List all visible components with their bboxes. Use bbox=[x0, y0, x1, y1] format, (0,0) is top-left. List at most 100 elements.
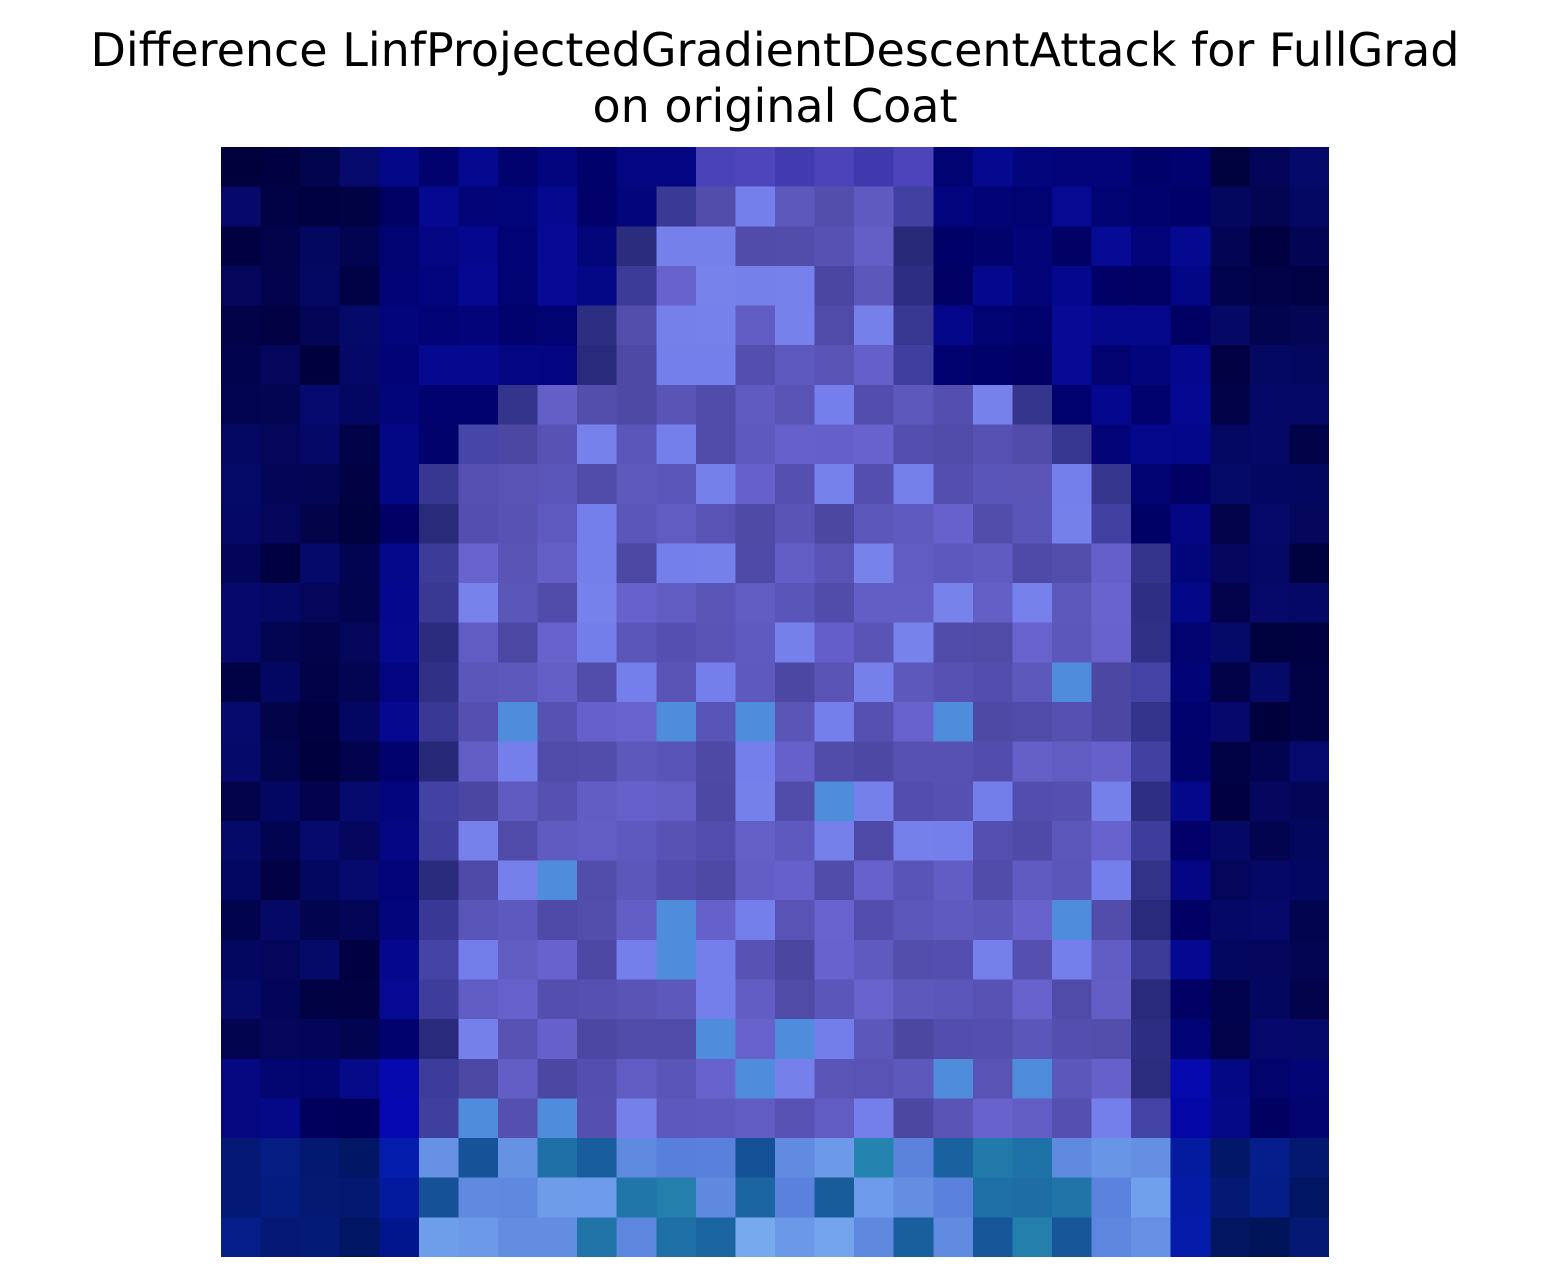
heatmap-pixel bbox=[221, 781, 262, 822]
heatmap-pixel bbox=[260, 662, 301, 703]
heatmap-pixel bbox=[458, 543, 499, 584]
heatmap-pixel bbox=[1170, 1217, 1212, 1257]
heatmap-pixel bbox=[379, 860, 420, 902]
heatmap-pixel bbox=[775, 662, 816, 703]
heatmap-pixel bbox=[379, 702, 420, 743]
heatmap-pixel bbox=[1091, 1058, 1132, 1100]
heatmap-pixel bbox=[1052, 305, 1093, 347]
heatmap-pixel bbox=[1012, 424, 1053, 465]
heatmap-pixel bbox=[1052, 345, 1093, 386]
heatmap-pixel bbox=[656, 1217, 697, 1257]
heatmap-pixel bbox=[1131, 979, 1172, 1020]
heatmap-pixel bbox=[616, 820, 658, 862]
heatmap-pixel bbox=[498, 503, 539, 545]
heatmap-pixel bbox=[695, 702, 737, 743]
heatmap-pixel bbox=[814, 702, 855, 743]
heatmap-pixel bbox=[1052, 1217, 1093, 1257]
heatmap-pixel bbox=[221, 464, 262, 505]
heatmap-pixel bbox=[260, 622, 301, 664]
heatmap-pixel bbox=[933, 147, 974, 188]
heatmap-pixel bbox=[577, 622, 618, 664]
heatmap-pixel bbox=[1091, 543, 1132, 584]
heatmap-pixel bbox=[854, 464, 895, 505]
heatmap-pixel bbox=[577, 741, 618, 783]
heatmap-pixel bbox=[1170, 979, 1212, 1020]
heatmap-pixel bbox=[221, 702, 262, 743]
heatmap-pixel bbox=[300, 820, 341, 862]
heatmap-pixel bbox=[458, 741, 499, 783]
heatmap-pixel bbox=[577, 384, 618, 426]
heatmap-pixel bbox=[656, 226, 697, 267]
heatmap-pixel bbox=[1052, 702, 1093, 743]
heatmap-pixel bbox=[1012, 464, 1053, 505]
heatmap-pixel bbox=[972, 702, 1014, 743]
heatmap-pixel bbox=[656, 820, 697, 862]
heatmap-pixel bbox=[656, 1098, 697, 1139]
heatmap-pixel bbox=[972, 384, 1014, 426]
heatmap-pixel bbox=[695, 384, 737, 426]
heatmap-pixel bbox=[933, 781, 974, 822]
heatmap-pixel bbox=[972, 860, 1014, 902]
heatmap-pixel bbox=[893, 1019, 935, 1060]
heatmap-pixel bbox=[537, 1217, 578, 1257]
heatmap-pixel bbox=[260, 820, 301, 862]
heatmap-pixel bbox=[1170, 662, 1212, 703]
heatmap-pixel bbox=[814, 781, 855, 822]
heatmap-pixel bbox=[933, 1138, 974, 1179]
heatmap-pixel bbox=[339, 503, 381, 545]
heatmap-pixel bbox=[1131, 702, 1172, 743]
heatmap-pixel bbox=[814, 583, 855, 624]
heatmap-pixel bbox=[1289, 1019, 1329, 1060]
heatmap-pixel bbox=[458, 583, 499, 624]
heatmap-pixel bbox=[221, 662, 262, 703]
heatmap-pixel bbox=[1131, 464, 1172, 505]
heatmap-pixel bbox=[1170, 345, 1212, 386]
heatmap-pixel bbox=[1210, 1019, 1251, 1060]
heatmap-pixel bbox=[339, 543, 381, 584]
heatmap-pixel bbox=[933, 622, 974, 664]
heatmap-pixel bbox=[1249, 226, 1291, 267]
heatmap-pixel bbox=[458, 424, 499, 465]
heatmap-pixel bbox=[1249, 662, 1291, 703]
heatmap-pixel bbox=[1249, 820, 1291, 862]
heatmap-pixel bbox=[1289, 939, 1329, 981]
heatmap-pixel bbox=[616, 464, 658, 505]
heatmap-pixel bbox=[656, 939, 697, 981]
heatmap-pixel bbox=[1249, 503, 1291, 545]
heatmap-pixel bbox=[498, 702, 539, 743]
heatmap-pixel bbox=[1012, 900, 1053, 941]
heatmap-pixel bbox=[1210, 820, 1251, 862]
heatmap-pixel bbox=[1249, 265, 1291, 307]
heatmap-pixel bbox=[537, 781, 578, 822]
heatmap-pixel bbox=[577, 820, 618, 862]
heatmap-pixel bbox=[854, 345, 895, 386]
heatmap-pixel bbox=[339, 1098, 381, 1139]
heatmap-pixel bbox=[775, 622, 816, 664]
heatmap-pixel bbox=[339, 622, 381, 664]
heatmap-pixel bbox=[854, 147, 895, 188]
heatmap-pixel bbox=[339, 424, 381, 465]
heatmap-pixel bbox=[616, 226, 658, 267]
heatmap-pixel bbox=[1249, 1217, 1291, 1257]
heatmap-pixel bbox=[418, 464, 460, 505]
heatmap-pixel bbox=[972, 781, 1014, 822]
heatmap-pixel bbox=[775, 305, 816, 347]
heatmap-pixel bbox=[1170, 1019, 1212, 1060]
heatmap-pixel bbox=[814, 979, 855, 1020]
heatmap-pixel bbox=[616, 424, 658, 465]
heatmap-pixel bbox=[1012, 1177, 1053, 1219]
heatmap-pixel bbox=[458, 1217, 499, 1257]
heatmap-pixel bbox=[1249, 900, 1291, 941]
heatmap-pixel bbox=[221, 1217, 262, 1257]
heatmap-pixel bbox=[854, 781, 895, 822]
heatmap-pixel bbox=[933, 305, 974, 347]
heatmap-pixel bbox=[1012, 503, 1053, 545]
heatmap-pixel bbox=[418, 1098, 460, 1139]
heatmap-pixel bbox=[933, 860, 974, 902]
heatmap-pixel bbox=[775, 900, 816, 941]
heatmap-pixel bbox=[972, 622, 1014, 664]
heatmap-pixel bbox=[1012, 702, 1053, 743]
heatmap-pixel bbox=[735, 345, 776, 386]
heatmap-pixel bbox=[1249, 186, 1291, 228]
heatmap-pixel bbox=[1052, 583, 1093, 624]
